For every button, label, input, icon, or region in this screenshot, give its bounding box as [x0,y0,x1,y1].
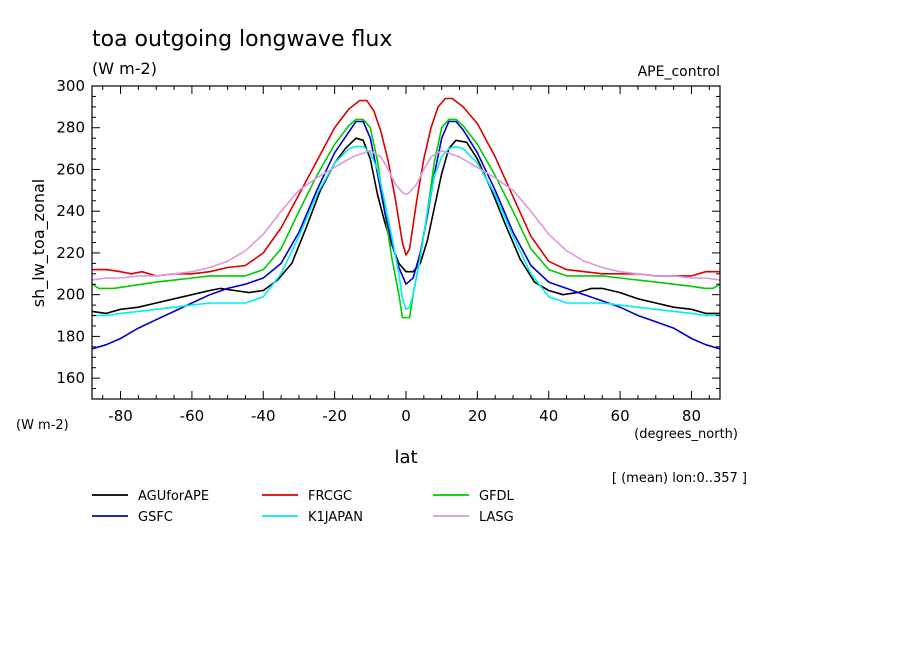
legend: AGUforAPE FRCGC GFDL GSFC K1JAPAN LASG [92,489,515,525]
y-tick-label: 260 [56,160,85,178]
x-tick-label: -80 [108,407,133,425]
y-axis-label: sh_lw_toa_zonal [29,179,49,307]
axes: -80 -60 -40 -20 0 20 40 60 80 160 180 200 220 240 260 2… [56,77,720,425]
legend-label-frcgc: FRCGC [308,489,352,504]
y-tick-label: 220 [56,244,85,262]
series-layer [91,97,721,350]
x-tick-label: -20 [322,407,347,425]
series-line-aguforape [91,137,720,315]
legend-label-gfdl: GFDL [479,489,515,504]
y-tick-label: 240 [56,202,85,220]
x-tick-label: 60 [611,407,630,425]
x-axis-label: lat [394,447,417,468]
x-tick-label: 0 [401,407,411,425]
experiment-label: APE_control [638,64,720,80]
x-tick-label: -60 [180,407,205,425]
x-tick-label: 20 [468,407,487,425]
y-tick-label: 280 [56,119,85,137]
legend-label-lasg: LASG [479,510,514,525]
series-line-gsfc [91,120,721,350]
x-tick-label: -40 [251,407,276,425]
series-line-lasg [91,149,721,281]
legend-label-aguforape: AGUforAPE [138,489,209,504]
y-tick-label: 200 [56,286,85,304]
series-line-k1japan [92,145,720,317]
y-axis-units: (W m-2) [16,418,69,433]
series-line-gfdl [91,118,721,319]
y-tick-label: 180 [56,327,85,345]
y-tick-label: 300 [56,77,85,95]
y-tick-label: 160 [56,369,85,387]
legend-label-gsfc: GSFC [138,510,173,525]
series-line-frcgc [92,97,720,277]
x-tick-label: 40 [539,407,558,425]
footnote: [ (mean) lon:0..357 ] [612,471,747,486]
x-axis-units: (degrees_north) [634,427,738,442]
plot-frame [91,85,721,400]
chart-title: toa outgoing longwave flux [92,27,392,52]
chart-subtitle: (W m-2) [92,59,157,78]
legend-label-k1japan: K1JAPAN [308,510,363,525]
x-tick-label: 80 [682,407,701,425]
